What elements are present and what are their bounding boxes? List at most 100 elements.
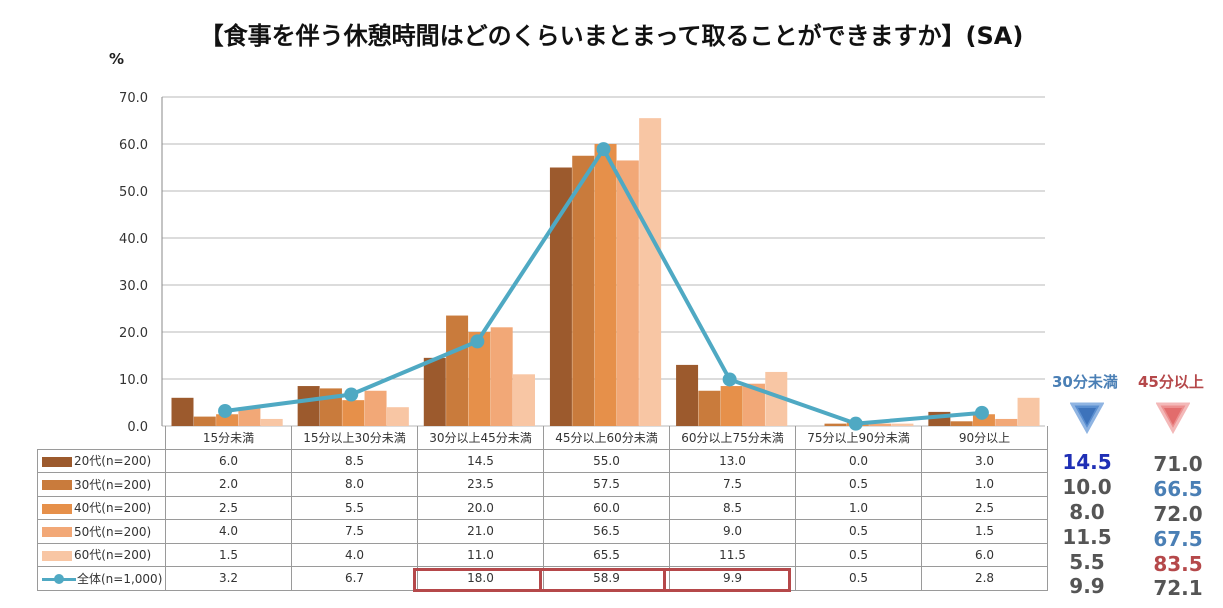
- data-point: [470, 334, 485, 349]
- y-tick-label: 20.0: [119, 326, 148, 341]
- bar: [639, 118, 662, 427]
- down-triangle-icon: [1156, 402, 1190, 434]
- y-tick-label: 10.0: [119, 373, 148, 388]
- legend-label: 40代(n=200): [74, 501, 152, 516]
- legend-swatch: [42, 480, 72, 491]
- table-cell: 11.0: [417, 542, 544, 567]
- over45-value: 72.1: [1153, 576, 1203, 600]
- legend-entry: 全体(n=1,000): [37, 566, 166, 591]
- legend-swatch: [42, 527, 72, 538]
- table-cell: 0.5: [795, 472, 922, 497]
- table-cell: 3.2: [165, 566, 292, 591]
- bar: [216, 414, 239, 426]
- legend-entry: 40代(n=200): [37, 495, 166, 520]
- bar: [297, 386, 320, 426]
- legend-label: 30代(n=200): [74, 477, 152, 492]
- x-tick-label: 75分以上90分未満: [795, 426, 922, 450]
- table-cell: 1.0: [795, 495, 922, 520]
- table-cell: 6.0: [921, 542, 1048, 567]
- table-cell: 4.0: [291, 542, 418, 567]
- table-cell: 9.0: [669, 519, 796, 544]
- bar: [824, 423, 847, 426]
- bar: [319, 388, 342, 426]
- table-cell: 21.0: [417, 519, 544, 544]
- table-cell: 13.0: [669, 448, 796, 473]
- down-triangle-icon: [1070, 402, 1104, 434]
- over45-value: 83.5: [1153, 552, 1203, 576]
- table-cell: 23.5: [417, 472, 544, 497]
- over45-value: 66.5: [1153, 477, 1203, 501]
- bar: [995, 418, 1018, 426]
- legend-label: 60代(n=200): [74, 548, 152, 563]
- bar: [512, 374, 535, 426]
- y-tick-label: 30.0: [119, 279, 148, 294]
- bar: [572, 155, 595, 426]
- table-cell: 65.5: [543, 542, 670, 567]
- over45-value: 67.5: [1153, 527, 1203, 551]
- table-cell: 7.5: [669, 472, 796, 497]
- x-tick-label: 45分以上60分未満: [543, 426, 670, 450]
- bar: [386, 407, 409, 426]
- bar: [490, 327, 513, 426]
- under30-value: 5.5: [1069, 550, 1105, 574]
- data-point: [344, 387, 359, 402]
- bar: [698, 390, 721, 426]
- x-tick-label: 60分以上75分未満: [669, 426, 796, 450]
- y-tick-label: 50.0: [119, 185, 148, 200]
- table-cell: 3.0: [921, 448, 1048, 473]
- legend-entry: 30代(n=200): [37, 472, 166, 497]
- bar: [972, 414, 995, 426]
- bar: [238, 407, 261, 426]
- under30-value: 11.5: [1062, 525, 1112, 549]
- table-cell: 8.5: [669, 495, 796, 520]
- table-row: 50代(n=200) 4.0 7.5 21.0 56.5 9.0 0.5 1.5: [37, 519, 1048, 544]
- table-cell: 2.5: [921, 495, 1048, 520]
- table-row: 60代(n=200) 1.5 4.0 11.0 65.5 11.5 0.5 6.0: [37, 542, 1048, 567]
- bar: [446, 315, 469, 426]
- y-tick-label: 70.0: [119, 91, 148, 106]
- bar: [364, 390, 387, 426]
- table-row: 20代(n=200) 6.0 8.5 14.5 55.0 13.0 0.0 3.0: [37, 448, 1048, 473]
- data-table: 15分未満 15分以上30分未満 30分以上45分未満 45分以上60分未満 60分以上…: [37, 426, 1048, 591]
- bar: [765, 371, 788, 426]
- table-corner: [37, 426, 166, 450]
- legend-label: 全体(n=1,000): [77, 571, 163, 586]
- legend-entry: 50代(n=200): [37, 519, 166, 544]
- legend-swatch: [42, 574, 76, 585]
- table-cell: 6.0: [165, 448, 292, 473]
- legend-entry: 20代(n=200): [37, 448, 166, 473]
- legend-label: 50代(n=200): [74, 524, 152, 539]
- table-row: 40代(n=200) 2.5 5.5 20.0 60.0 8.5 1.0 2.5: [37, 495, 1048, 520]
- bar: [676, 364, 699, 426]
- table-cell: 1.5: [165, 542, 292, 567]
- x-tick-label: 15分未満: [165, 426, 292, 450]
- under30-value: 10.0: [1062, 475, 1112, 499]
- bar: [1017, 397, 1040, 426]
- legend-swatch: [42, 550, 72, 561]
- table-cell: 1.5: [921, 519, 1048, 544]
- table-cell: 57.5: [543, 472, 670, 497]
- bar: [720, 386, 743, 426]
- y-tick-label: 40.0: [119, 232, 148, 247]
- table-cell: 1.0: [921, 472, 1048, 497]
- over45-value: 72.0: [1153, 502, 1203, 526]
- table-cell: 6.7: [291, 566, 418, 591]
- over45-header: 45分以上: [1138, 373, 1204, 391]
- over45-value: 71.0: [1153, 452, 1203, 476]
- x-tick-label: 30分以上45分未満: [417, 426, 544, 450]
- bar: [950, 421, 973, 426]
- x-tick-label: 90分以上: [921, 426, 1048, 450]
- data-point: [218, 403, 233, 418]
- table-cell: 14.5: [417, 448, 544, 473]
- bar: [549, 167, 572, 426]
- x-tick-label: 15分以上30分未満: [291, 426, 418, 450]
- legend-entry: 60代(n=200): [37, 542, 166, 567]
- table-cell: 55.0: [543, 448, 670, 473]
- legend-label: 20代(n=200): [74, 454, 152, 469]
- table-row: 30代(n=200) 2.0 8.0 23.5 57.5 7.5 0.5 1.0: [37, 472, 1048, 497]
- table-cell: 4.0: [165, 519, 292, 544]
- bar: [616, 160, 639, 426]
- table-cell: 2.0: [165, 472, 292, 497]
- bar: [891, 423, 914, 426]
- table-cell: 8.0: [291, 472, 418, 497]
